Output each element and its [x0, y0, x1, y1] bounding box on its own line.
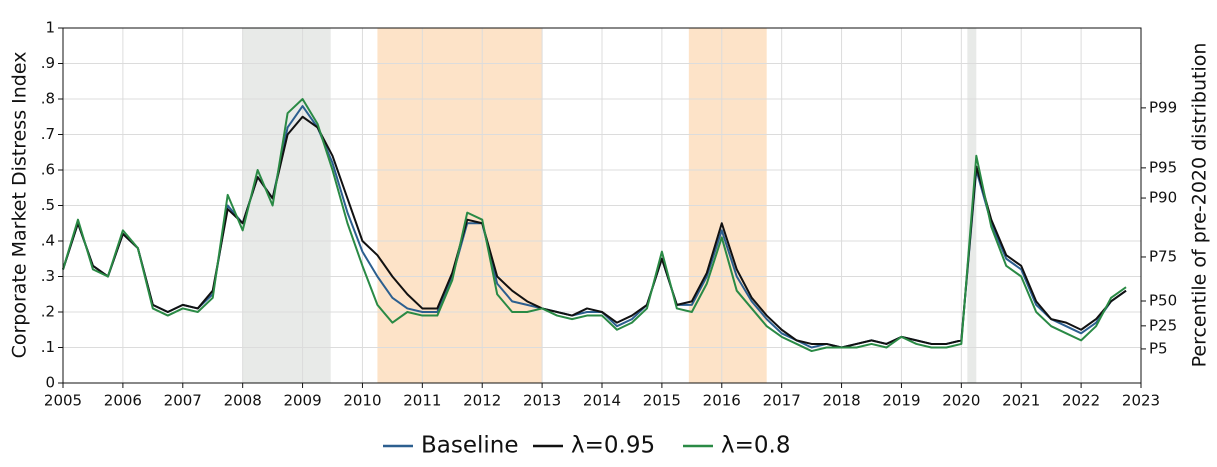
x-tick-label: 2013 [523, 392, 561, 410]
x-tick-label: 2005 [44, 392, 82, 410]
legend-label: λ=0.95 [571, 433, 655, 459]
series-line [62, 115, 1127, 349]
y2-tick-label: P95 [1149, 158, 1177, 176]
x-tick-label: 2011 [403, 392, 441, 410]
x-tick-label: 2022 [1062, 392, 1100, 410]
y2-tick-label: P5 [1149, 339, 1168, 357]
y-tick-label: .4 [41, 232, 55, 250]
x-tick-label: 2016 [703, 392, 741, 410]
x-tick-label: 2021 [1002, 392, 1040, 410]
x-tick-label: 2007 [164, 392, 202, 410]
y2-tick-label: P99 [1149, 98, 1177, 116]
y2-tick-label: P25 [1149, 316, 1177, 334]
x-tick-label: 2015 [643, 392, 681, 410]
y-tick-label: .5 [41, 196, 55, 214]
x-tick-label: 2012 [463, 392, 501, 410]
legend-label: Baseline [421, 433, 519, 459]
y-tick-label: .7 [41, 125, 55, 143]
x-tick-label: 2019 [882, 392, 920, 410]
y-tick-label: .3 [41, 267, 55, 285]
y-tick-label: .1 [41, 338, 55, 356]
x-tick-label: 2014 [583, 392, 621, 410]
x-tick-label: 2010 [343, 392, 381, 410]
y-tick-label: .2 [41, 303, 55, 321]
legend-label: λ=0.8 [721, 433, 790, 459]
x-tick-label: 2009 [283, 392, 321, 410]
y2-tick-label: P75 [1149, 247, 1177, 265]
x-tick-label: 2008 [224, 392, 262, 410]
y-tick-label: .8 [41, 90, 55, 108]
series-line [62, 98, 1127, 353]
x-tick-label: 2018 [822, 392, 860, 410]
y-tick-label: 0 [45, 374, 55, 392]
x-tick-label: 2023 [1122, 392, 1160, 410]
y2-tick-label: P90 [1149, 189, 1177, 207]
x-tick-label: 2020 [942, 392, 980, 410]
y-axis-label: Corporate Market Distress Index [9, 52, 31, 359]
plot-frame [62, 27, 1142, 384]
y-tick-label: .6 [41, 161, 55, 179]
x-tick-label: 2006 [104, 392, 142, 410]
y2-tick-label: P50 [1149, 291, 1177, 309]
x-tick-label: 2017 [763, 392, 801, 410]
y-tick-label: 1 [45, 19, 55, 37]
y2-axis-label: Percentile of pre-2020 distribution [1189, 43, 1211, 368]
y-tick-label: .9 [41, 54, 55, 72]
